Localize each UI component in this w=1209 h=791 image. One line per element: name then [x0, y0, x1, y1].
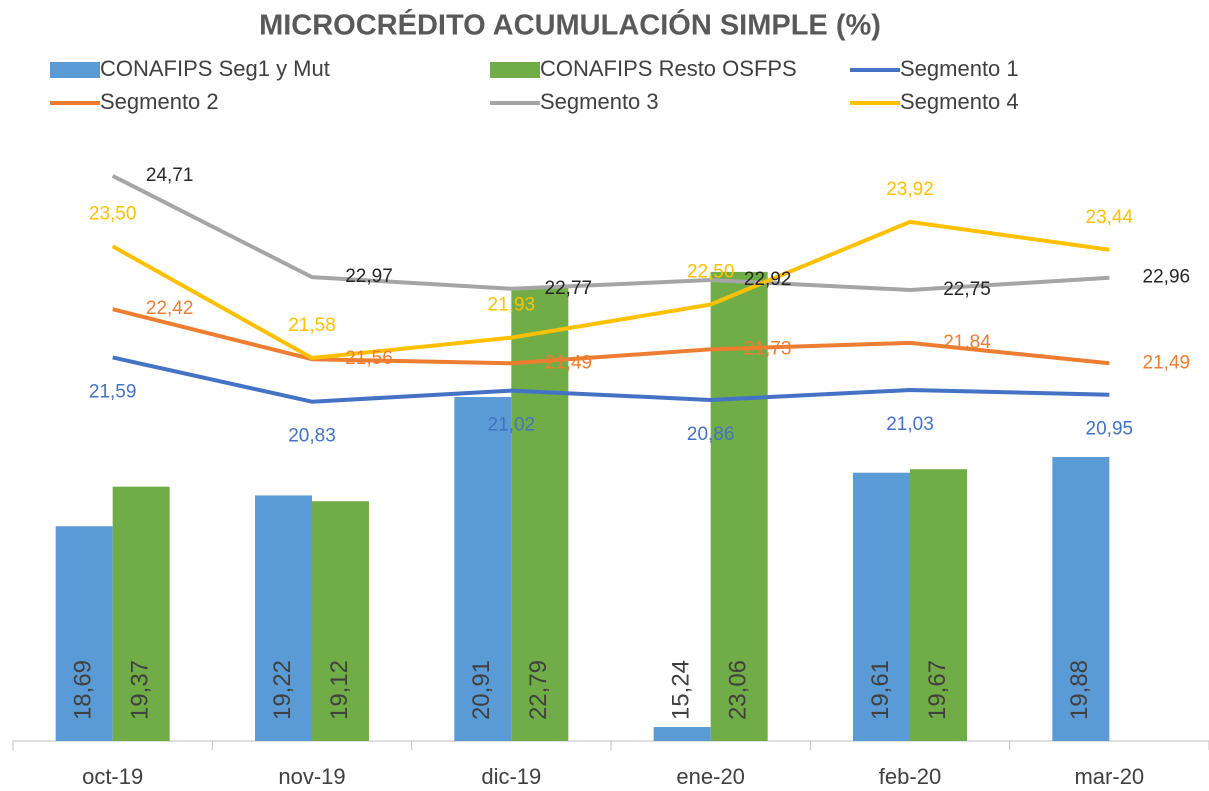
bar: [112, 486, 170, 741]
legend-label: Segmento 4: [900, 89, 1019, 114]
line-series: [112, 307, 1110, 366]
line-value-label: 22,77: [545, 278, 593, 299]
legend-label: CONAFIPS Resto OSFPS: [540, 56, 797, 81]
legend-label: CONAFIPS Seg1 y Mut: [100, 56, 330, 81]
line-value-label: 21,93: [488, 295, 536, 316]
line-value-label: 22,92: [744, 269, 792, 290]
bar: [1052, 456, 1110, 741]
bar-value-label: 19,61: [867, 660, 894, 720]
bar-value-label: 19,22: [269, 660, 296, 720]
line-value-label: 21,84: [943, 332, 991, 353]
line-value-label: 22,96: [1143, 267, 1191, 288]
x-tick-label: mar-20: [1074, 764, 1144, 789]
bar-value-label: 19,37: [127, 660, 154, 720]
line-value-label: 22,97: [345, 266, 393, 287]
line-value-label: 22,42: [146, 298, 194, 319]
x-tick-label: oct-19: [82, 764, 143, 789]
line-series: [112, 355, 1110, 404]
legend-label: Segmento 3: [540, 89, 659, 114]
bar: [255, 495, 312, 741]
line-value-label: 21,03: [886, 414, 934, 435]
bar: [312, 501, 369, 741]
line-value-label: 20,95: [1086, 419, 1134, 440]
line-value-label: 21,56: [345, 348, 393, 369]
line-value-label: 21,59: [89, 381, 137, 402]
bar: [910, 469, 967, 741]
line-value-label: 22,75: [943, 279, 991, 300]
bar: [454, 397, 512, 741]
chart-title: MICROCRÉDITO ACUMULACIÓN SIMPLE (%): [259, 8, 881, 42]
line-series: [111, 174, 1110, 292]
line-value-label: 21,49: [1143, 352, 1191, 373]
line-value-label: 21,49: [545, 352, 593, 373]
line-series: [111, 219, 1110, 361]
bar-value-label: 23,06: [725, 660, 752, 720]
legend-swatch: [490, 62, 540, 78]
legend-label: Segmento 1: [900, 56, 1019, 81]
legend-label: Segmento 2: [100, 89, 219, 114]
line-value-label: 20,83: [288, 426, 336, 447]
x-tick-label: nov-19: [278, 764, 345, 789]
line-value-label: 23,44: [1086, 207, 1134, 228]
bar-value-label: 18,69: [70, 660, 97, 720]
bar: [653, 727, 711, 741]
line-value-label: 22,50: [687, 262, 735, 283]
line-value-label: 21,73: [744, 338, 792, 359]
bar: [55, 526, 113, 741]
bar-value-label: 15,24: [668, 660, 695, 720]
line-value-label: 21,58: [288, 315, 336, 336]
legend-swatch: [50, 62, 100, 78]
bar-value-label: 20,91: [468, 660, 495, 720]
line-value-label: 23,50: [89, 203, 137, 224]
x-tick-label: ene-20: [676, 764, 745, 789]
line-value-label: 21,02: [488, 415, 536, 436]
line-value-label: 23,92: [886, 179, 934, 200]
x-tick-label: feb-20: [879, 764, 941, 789]
line-value-label: 20,86: [687, 424, 735, 445]
x-tick-label: dic-19: [481, 764, 541, 789]
bar-value-label: 19,67: [924, 660, 951, 720]
bar-value-label: 19,12: [326, 660, 353, 720]
bar: [853, 472, 910, 741]
bar-value-label: 22,79: [525, 660, 552, 720]
bar-value-label: 19,88: [1066, 660, 1093, 720]
line-value-label: 24,71: [146, 165, 194, 186]
